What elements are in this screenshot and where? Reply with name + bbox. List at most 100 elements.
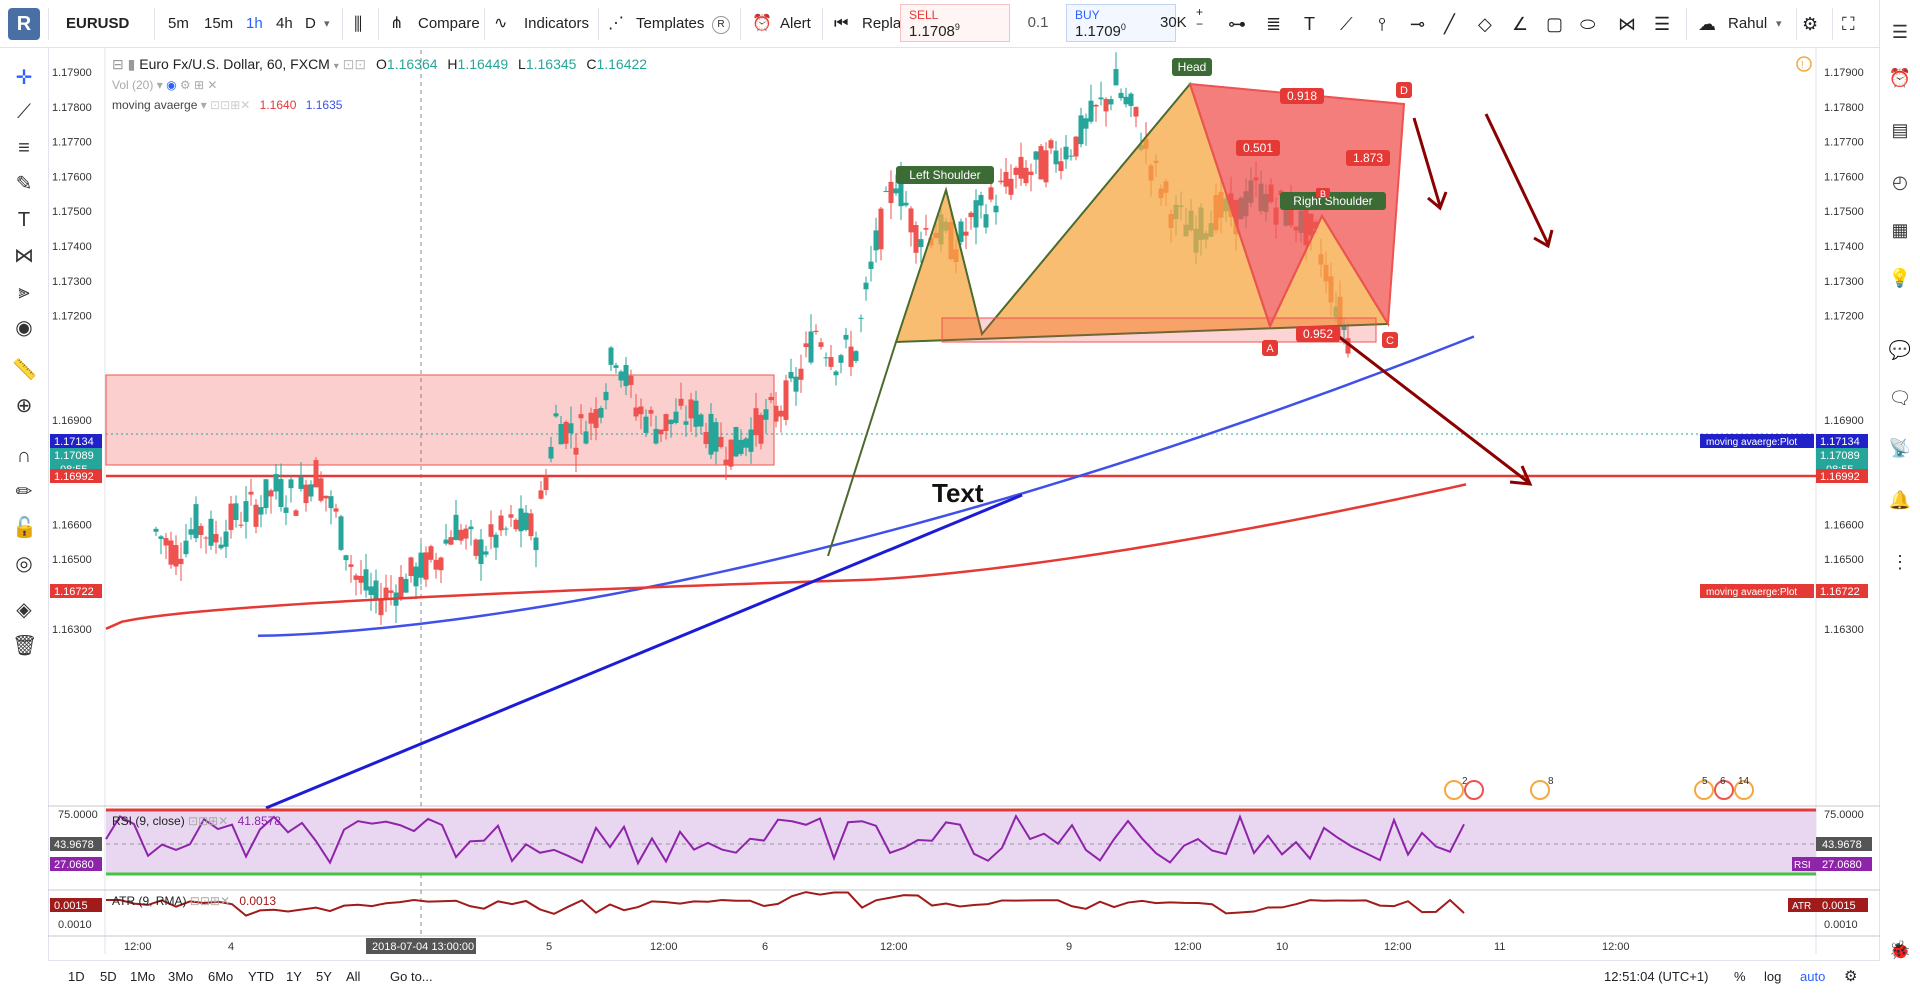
auto-toggle[interactable]: auto <box>1800 969 1826 984</box>
chat-icon[interactable]: 💬 <box>1888 340 1912 360</box>
interval-5m[interactable]: 5m <box>168 15 189 32</box>
quantity-value[interactable]: 30K <box>1160 14 1187 31</box>
percent-toggle[interactable]: % <box>1734 969 1746 984</box>
fib-retracement-icon[interactable]: ≡ <box>18 137 30 159</box>
quantity-stepper[interactable]: + − <box>1196 5 1204 31</box>
event-flag-icon[interactable] <box>1444 780 1464 800</box>
time-axis[interactable]: 12:00412:00512:00612:00912:001012:001112… <box>124 941 1630 953</box>
price-axis-left[interactable]: 1.17900 1.17800 1.17700 1.17600 1.17500 1.174… <box>52 67 92 636</box>
warning-icon[interactable] <box>1796 56 1812 72</box>
chevron-down-icon[interactable]: ▾ <box>1776 18 1782 30</box>
ruler-icon[interactable]: 📏 <box>12 359 37 381</box>
left-shoulder-label[interactable]: Left Shoulder <box>896 166 994 184</box>
calendar-icon[interactable]: ▦ <box>1891 220 1909 240</box>
user-menu[interactable]: Rahul <box>1728 15 1768 32</box>
bug-icon[interactable]: 🐞 <box>1888 940 1912 960</box>
pattern-icon[interactable]: ⋈ <box>14 245 34 267</box>
indicators-button[interactable]: Indicators <box>524 15 590 32</box>
vertical-line-icon[interactable]: ⫯ <box>1378 14 1386 34</box>
alarm-clock-icon[interactable]: ⏰ <box>752 15 772 32</box>
angle-icon[interactable]: ∠ <box>1512 14 1529 34</box>
interval-15m[interactable]: 15m <box>204 15 234 32</box>
fullscreen-icon[interactable]: ⛶ <box>1842 14 1855 34</box>
range-1mo[interactable]: 1Mo <box>130 969 156 984</box>
arrow-line[interactable] <box>1484 113 1550 245</box>
event-flag-icon[interactable] <box>1694 780 1714 800</box>
rsi-controls-icon[interactable]: ⊡⊡⊞✕ <box>188 814 229 828</box>
lock-icon[interactable]: 🔓 <box>12 517 37 539</box>
text-tool-icon[interactable]: T <box>17 209 31 231</box>
range-all[interactable]: All <box>346 969 361 984</box>
dots-icon[interactable]: ⋮ <box>1891 552 1909 572</box>
lightbulb-icon[interactable]: 💡 <box>1888 268 1912 288</box>
horizontal-line-icon[interactable]: ⊶ <box>1228 14 1246 34</box>
interval-4h[interactable]: 4h <box>276 15 293 32</box>
event-flag-icon[interactable] <box>1734 780 1754 800</box>
magnet-icon[interactable]: ∩ <box>16 445 32 467</box>
symbol-search[interactable]: EURUSD <box>66 15 130 32</box>
alert-button[interactable]: Alert <box>780 15 811 32</box>
ma-legend[interactable]: moving avaerge ▾ ⊡⊡⊞✕ 1.1640 1.1635 <box>112 98 342 112</box>
message-icon[interactable]: 🗨 <box>1888 388 1912 408</box>
gear-icon[interactable]: ⚙ <box>1844 968 1858 985</box>
gear-icon[interactable]: ⚙ <box>1802 14 1819 34</box>
lock-drawing-icon[interactable]: ✏ <box>15 481 33 503</box>
volume-legend[interactable]: Vol (20) ▾ ◉ ⚙ ⊞ ✕ <box>112 78 217 92</box>
replay-icon[interactable]: ⏮ <box>834 15 849 32</box>
alarm-clock-icon[interactable]: ⏰ <box>1888 68 1912 88</box>
ellipse-icon[interactable]: ⬭ <box>1580 14 1596 34</box>
compare-icon[interactable]: ⋔ <box>390 15 404 32</box>
blue-trend-line[interactable] <box>265 493 1023 810</box>
ratio-label[interactable]: 0.918 <box>1280 88 1324 104</box>
polyline-icon[interactable]: ◇ <box>1478 14 1492 34</box>
ratio-label[interactable]: 0.501 <box>1236 140 1280 156</box>
range-5y[interactable]: 5Y <box>316 969 332 984</box>
replay-button[interactable]: Replay <box>862 15 909 32</box>
legend-settings-icon[interactable]: ⊡⊡ <box>342 56 367 72</box>
price-axis[interactable]: 1.17900 1.17800 1.17700 1.17600 1.17500 1.174… <box>1824 67 1864 636</box>
trend-line-icon[interactable]: ⟋ <box>1340 14 1353 34</box>
buy-button[interactable]: BUY 1.17090 <box>1066 4 1176 42</box>
indicators-icon[interactable]: ∿ <box>494 15 508 32</box>
text-annotation[interactable]: Text <box>932 478 984 508</box>
compare-button[interactable]: Compare <box>418 15 480 32</box>
ratio-label[interactable]: 0.952 <box>1296 326 1340 342</box>
point-b-label[interactable]: B <box>1316 188 1330 199</box>
pattern-icon[interactable]: ⋈ <box>1618 14 1636 34</box>
zoom-in-icon[interactable]: ⊕ <box>15 395 33 417</box>
eye-icon[interactable]: ◉ <box>166 78 177 92</box>
range-3mo[interactable]: 3Mo <box>168 969 194 984</box>
range-6mo[interactable]: 6Mo <box>208 969 234 984</box>
app-logo[interactable]: R <box>8 8 40 40</box>
flag-icon[interactable]: ▮ <box>127 56 136 72</box>
bell-icon[interactable]: 🔔 <box>1888 490 1912 510</box>
range-1d[interactable]: 1D <box>68 969 85 984</box>
prediction-icon[interactable]: ⫸ <box>18 281 30 303</box>
arrow-line[interactable] <box>1412 117 1442 207</box>
atr-legend[interactable]: ATR (9, RMA) ⊡⊡⊞✕ 0.0013 <box>112 894 276 908</box>
eye-icon[interactable]: ◉ <box>15 317 33 339</box>
point-d-label[interactable]: D <box>1396 82 1412 98</box>
text-tool-icon[interactable]: T <box>1304 14 1315 34</box>
collapse-icon[interactable]: ⊟ <box>112 56 124 72</box>
fib-icon[interactable]: ≣ <box>1266 14 1282 34</box>
chevron-down-icon[interactable]: ▾ <box>324 18 330 30</box>
history-icon[interactable]: ◴ <box>1892 172 1908 192</box>
right-shoulder-label[interactable]: Right Shoulder <box>1280 192 1386 210</box>
data-window-icon[interactable]: ▤ <box>1891 120 1909 140</box>
range-ytd[interactable]: YTD <box>248 969 274 984</box>
settings-icon[interactable]: ⚙ ⊞ ✕ <box>179 78 218 92</box>
layers-icon[interactable]: ◈ <box>16 599 32 621</box>
clock[interactable]: 12:51:04 (UTC+1) <box>1604 969 1709 984</box>
chart-area[interactable]: Head Left Shoulder Right Shoulder Text 0… <box>48 48 1880 960</box>
rectangle-icon[interactable]: ▢ <box>1546 14 1564 34</box>
interval-d[interactable]: D <box>305 15 316 32</box>
trash-icon[interactable]: 🗑 <box>12 635 38 657</box>
supply-zone-rectangle[interactable] <box>105 374 775 466</box>
trend-line-icon[interactable]: ⟋ <box>17 101 31 123</box>
watchlist-icon[interactable]: ☰ <box>1891 22 1909 42</box>
crosshair-icon[interactable]: ✛ <box>15 67 33 89</box>
atr-controls-icon[interactable]: ⊡⊡⊞✕ <box>189 894 231 908</box>
candle-style-icon[interactable]: ⫼ <box>354 14 363 34</box>
sell-button[interactable]: SELL 1.17089 <box>900 4 1010 42</box>
